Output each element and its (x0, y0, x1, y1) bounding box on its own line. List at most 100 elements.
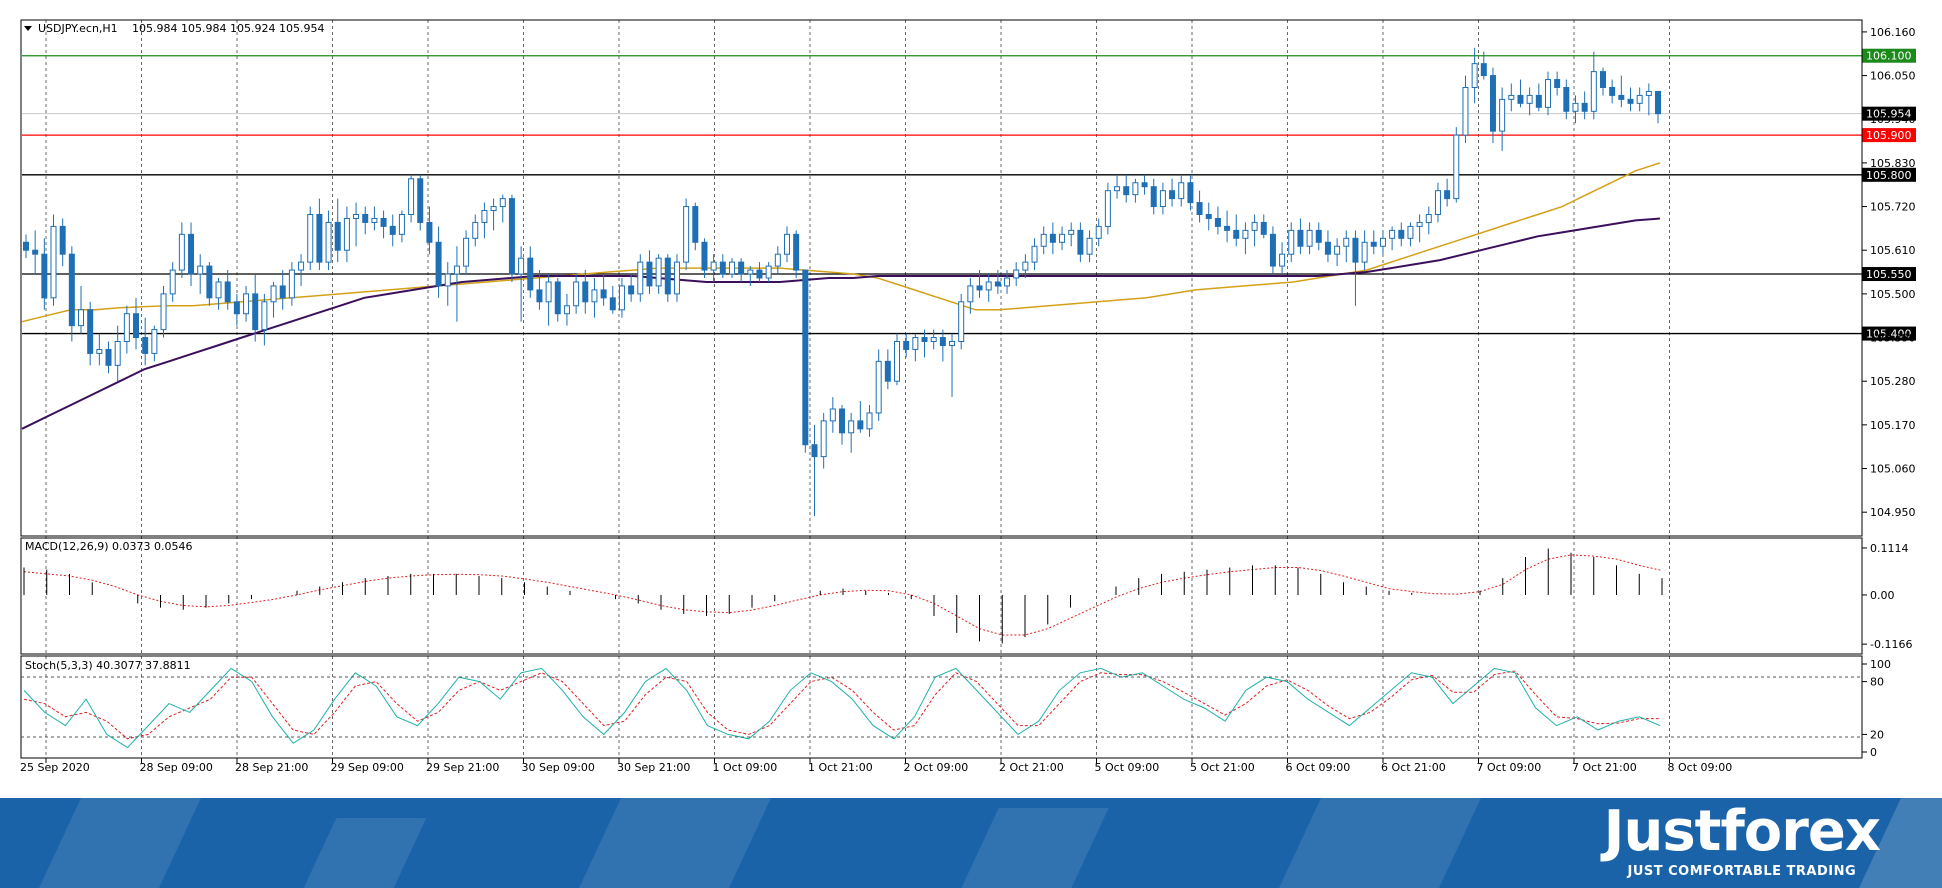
stoch-label: Stoch(5,3,3) 40.3077 37.8811 (25, 659, 191, 672)
candle-body (1563, 86, 1570, 112)
candle-body (444, 273, 451, 287)
macd-tick-label: 0.1114 (1870, 542, 1909, 555)
macd-panel (23, 548, 1663, 644)
price-level-lines[interactable]: 106.100 105.900 105.800 105.550 105.400 105.9… (22, 48, 1916, 341)
candle-body (967, 285, 974, 303)
price-tick-label: 105.610 (1870, 244, 1916, 257)
candle-body (188, 233, 195, 275)
candle-body (1517, 94, 1524, 104)
candle-body (1297, 229, 1304, 247)
candle-body (1343, 237, 1350, 247)
candle-body (270, 285, 277, 303)
candle-body (894, 341, 901, 382)
candle-body (1214, 217, 1221, 227)
candle-body (1159, 190, 1166, 208)
time-tick-label: 6 Oct 21:00 (1381, 761, 1446, 774)
candle-body (1398, 229, 1405, 239)
candle-body (1627, 98, 1634, 104)
candle-body (1123, 186, 1130, 196)
stoch-tick-label: 0 (1870, 746, 1877, 759)
candle-body (1645, 90, 1652, 96)
ma-fast-line (21, 162, 1661, 323)
candle-body (1434, 190, 1441, 215)
candle-body (527, 257, 534, 291)
candle-body (930, 337, 937, 343)
candle-body (673, 261, 680, 295)
level-label: 105.550 (1866, 268, 1912, 281)
candle-body (371, 217, 378, 223)
candle-body (1636, 94, 1643, 104)
time-tick-label: 28 Sep 09:00 (140, 761, 213, 774)
candle-body (536, 289, 543, 303)
price-tick-label: 106.160 (1870, 26, 1916, 39)
banner-decor (579, 798, 771, 888)
candle-body (710, 261, 717, 271)
candle-body (417, 178, 424, 223)
candle-body (252, 293, 259, 331)
candle-body (261, 301, 268, 331)
time-tick-label: 2 Oct 09:00 (904, 761, 969, 774)
level-badge (1862, 267, 1916, 282)
candle-body (618, 285, 625, 311)
time-tick-label: 1 Oct 09:00 (713, 761, 778, 774)
time-tick-label: 25 Sep 2020 (20, 761, 90, 774)
candle-body (719, 261, 726, 275)
candle-body (472, 221, 479, 239)
price-tick-label: 105.830 (1870, 157, 1916, 170)
triangle-down-icon[interactable] (24, 26, 32, 31)
candle-body (1068, 229, 1075, 235)
candle-body (820, 420, 827, 458)
banner-decor (303, 818, 427, 888)
candle-body (985, 281, 992, 291)
moving-averages (21, 162, 1661, 430)
candle-body (1489, 75, 1496, 132)
candle-body (628, 285, 635, 295)
candle-body (591, 289, 598, 303)
candle-body (1462, 86, 1469, 136)
stochastic-panel (23, 667, 1661, 749)
time-tick-label: 7 Oct 09:00 (1477, 761, 1542, 774)
candle-body (96, 348, 103, 354)
candle-body (316, 213, 323, 263)
candle-body (1086, 237, 1093, 255)
current-price-label: 105.954 (1866, 108, 1912, 121)
candle-body (1508, 94, 1515, 100)
candle-body (68, 253, 75, 327)
macd-tick-label: -0.1166 (1870, 638, 1912, 651)
candle-body (105, 348, 112, 366)
price-tick-label: 105.500 (1870, 288, 1916, 301)
candle-body (59, 225, 66, 255)
candle-body (848, 420, 855, 434)
candle-body (133, 313, 140, 339)
candle-body (921, 337, 928, 343)
candle-body (545, 281, 552, 303)
candle-body (408, 178, 415, 215)
candle-body (1233, 229, 1240, 239)
price-tick-label: 105.390 (1870, 332, 1916, 345)
candle-body (224, 281, 231, 303)
level-label: 106.100 (1866, 50, 1912, 63)
stoch-panel-frame (20, 655, 1863, 759)
brand-logo: Justforex JUST COMFORTABLE TRADING (1604, 802, 1881, 880)
footer-banner (0, 798, 1942, 888)
candle-body (288, 269, 295, 299)
candle-body (1444, 190, 1451, 200)
time-tick-label: 5 Oct 21:00 (1190, 761, 1255, 774)
candle-body (756, 269, 763, 279)
candle-body (1535, 94, 1542, 108)
level-badge (1862, 128, 1916, 143)
time-tick-label: 29 Sep 09:00 (331, 761, 404, 774)
candle-body (389, 225, 396, 235)
price-tick-label: 104.950 (1870, 506, 1916, 519)
candle-body (1471, 63, 1478, 88)
candle-body (463, 237, 470, 267)
candle-body (1655, 90, 1661, 115)
time-tick-label: 7 Oct 21:00 (1572, 761, 1637, 774)
candle-body (646, 261, 653, 287)
time-axis: 25 Sep 2020 28 Sep 09:00 28 Sep 21:00 29 Se… (20, 758, 1732, 774)
candle-body (206, 265, 213, 299)
candle-body (1324, 241, 1331, 255)
current-price-badge (1862, 106, 1916, 121)
candle-body (343, 217, 350, 251)
